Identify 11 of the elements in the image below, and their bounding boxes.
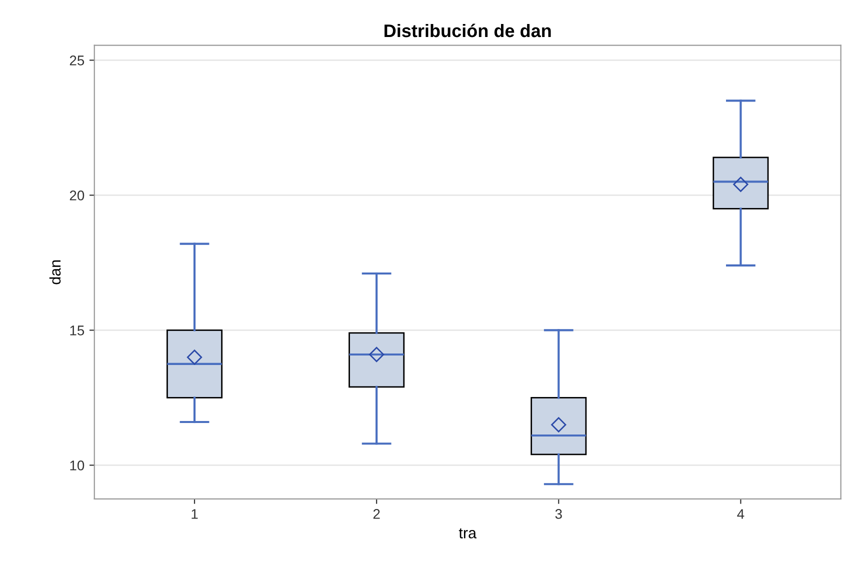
x-tick-label: 2: [373, 509, 380, 519]
y-tick-label: 25: [70, 56, 84, 66]
x-tick-label: 4: [737, 509, 744, 519]
y-tick-label: 20: [70, 190, 84, 200]
chart-title: Distribución de dan: [384, 24, 551, 38]
y-tick-label: 10: [70, 460, 84, 470]
x-axis-title: tra: [458, 528, 477, 538]
y-axis-title: dan: [49, 260, 61, 284]
x-tick-label: 1: [192, 509, 198, 519]
y-tick-label: 15: [70, 326, 84, 336]
x-tick-label: 3: [555, 509, 562, 519]
